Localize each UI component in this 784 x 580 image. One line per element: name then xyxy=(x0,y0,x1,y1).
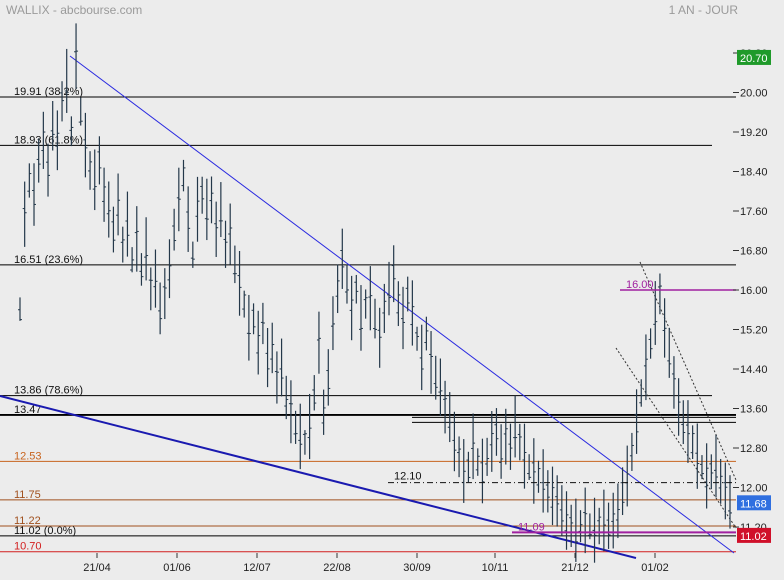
last-price-badge-bg xyxy=(737,495,771,511)
x-axis: 21/04 01/06 12/07 22/08 30/09 10/11 21/12 01/02 xyxy=(83,553,669,574)
fibonacci-levels: 19.91 (38.2%) 18.93 (61.8%) 16.51 (23.6%) 1… xyxy=(0,86,736,553)
x-tick-label: 21/12 xyxy=(561,562,589,574)
level-label: 10.70 xyxy=(14,541,42,553)
annotation-label: 16.00 xyxy=(626,279,654,291)
level-label: 18.93 (61.8%) xyxy=(14,134,83,146)
level-label: 19.91 (38.2%) xyxy=(14,86,83,98)
x-tick-label: 12/07 xyxy=(243,562,271,574)
level-label: 11.75 xyxy=(14,489,41,501)
y-tick-label: 19.20 xyxy=(740,127,768,139)
y-tick-label: 16.00 xyxy=(740,285,768,297)
y-tick-label: 12.80 xyxy=(740,443,768,455)
y-tick-label: 20.00 xyxy=(740,88,768,100)
level-label: 16.51 (23.6%) xyxy=(14,254,83,266)
low-price-badge-bg xyxy=(737,527,771,543)
x-tick-label: 01/06 xyxy=(163,562,191,574)
high-price-badge-bg xyxy=(737,49,771,65)
level-label: 11.02 (0.0%) xyxy=(14,525,76,537)
y-tick-label: 15.20 xyxy=(740,325,768,337)
annotation-label: 12.10 xyxy=(394,471,422,483)
y-tick-label: 13.60 xyxy=(740,404,768,416)
y-tick-label: 16.80 xyxy=(740,246,768,258)
y-tick-label: 12.00 xyxy=(740,483,768,495)
price-badges: 20.70 11.68 11.02 xyxy=(737,49,771,543)
last-price-badge: 11.68 xyxy=(740,498,767,510)
high-price-badge: 20.70 xyxy=(740,53,768,65)
y-tick-label: 17.60 xyxy=(740,206,768,218)
level-label: 13.47 xyxy=(14,404,42,416)
chart-title: WALLIX - abcbourse.com xyxy=(6,3,143,17)
downtrend-line xyxy=(69,55,735,554)
chart-period: 1 AN - JOUR xyxy=(668,3,738,17)
annotation-label: 11.09 xyxy=(518,521,545,533)
price-annotations: 16.00 12.10 11.09 xyxy=(388,279,736,534)
trendlines xyxy=(0,55,737,559)
level-label: 11.22 xyxy=(14,515,41,527)
low-price-badge: 11.02 xyxy=(740,531,767,543)
level-label: 13.86 (78.6%) xyxy=(14,385,83,397)
x-tick-label: 30/09 xyxy=(403,562,431,574)
x-tick-label: 10/11 xyxy=(482,562,509,574)
x-tick-label: 21/04 xyxy=(83,562,111,574)
lower-trend-line xyxy=(0,395,637,559)
y-tick-label: 14.40 xyxy=(740,364,768,376)
x-tick-label: 22/08 xyxy=(323,562,351,574)
x-tick-label: 01/02 xyxy=(641,562,669,574)
price-bars xyxy=(18,23,732,563)
level-label: 12.53 xyxy=(14,450,42,462)
y-tick-label: 18.40 xyxy=(740,167,768,179)
channel-lower-line xyxy=(615,347,737,529)
